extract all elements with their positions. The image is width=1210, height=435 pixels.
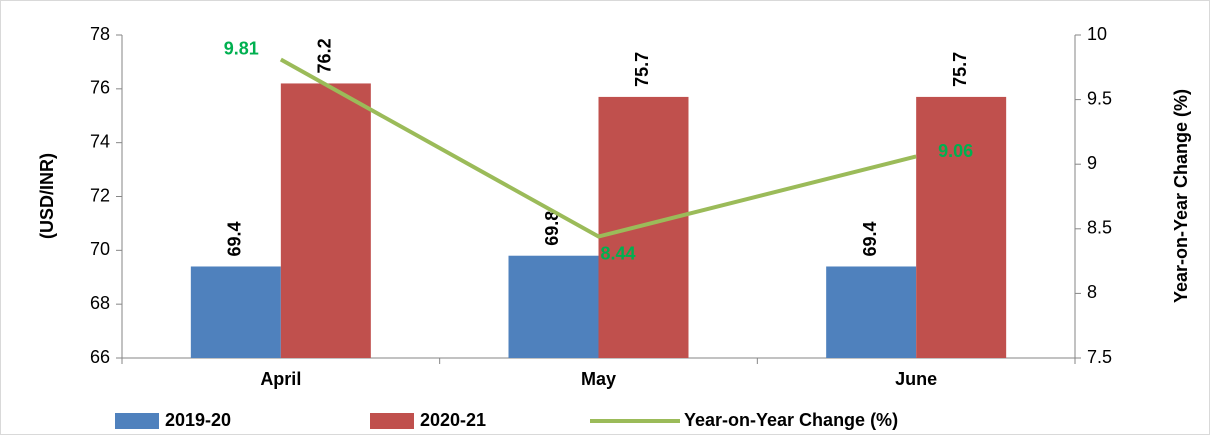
legend-label: 2020-21 [420,410,486,430]
y-tick-label: 74 [90,131,110,151]
line [279,57,917,239]
bar [190,266,281,358]
y-tick-label: 72 [90,185,110,205]
line-value-label: 8.44 [601,243,636,263]
x-tick-label: May [581,369,616,389]
bar-value-label: 75.7 [632,52,652,87]
y-tick-label: 66 [90,347,110,367]
bar [598,96,689,359]
y2-tick-label: 7.5 [1087,347,1112,367]
x-tick-label: June [895,369,937,389]
bar [508,255,599,358]
bar-value-label: 69.4 [860,221,880,256]
y2-tick-label: 8 [1087,282,1097,302]
legend-swatch [370,413,414,429]
bar-value-label: 75.7 [950,52,970,87]
legend-label: Year-on-Year Change (%) [684,410,898,430]
x-tick-label: April [260,369,301,389]
bar [280,83,371,358]
y2-tick-label: 9 [1087,153,1097,173]
y-tick-label: 78 [90,24,110,44]
y-tick-label: 70 [90,239,110,259]
y-tick-label: 68 [90,293,110,313]
legend-label: 2019-20 [165,410,231,430]
bar-value-label: 69.4 [225,221,245,256]
bar-value-label: 76.2 [315,38,335,73]
bar [916,96,1007,359]
y-tick-label: 76 [90,78,110,98]
y2-tick-label: 10 [1087,24,1107,44]
y2-tick-label: 8.5 [1087,218,1112,238]
y-axis-label: (USD/INR) [37,153,57,239]
bar [826,266,917,358]
legend-swatch [115,413,159,429]
y2-tick-label: 9.5 [1087,88,1112,108]
line-value-label: 9.06 [938,141,973,161]
bar-value-label: 69.8 [542,211,562,246]
line-value-label: 9.81 [224,38,259,58]
y2-axis-label: Year-on-Year Change (%) [1171,89,1191,303]
